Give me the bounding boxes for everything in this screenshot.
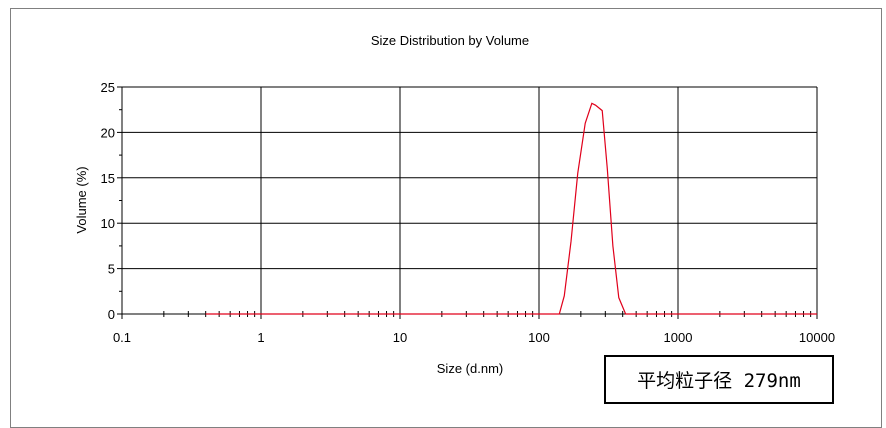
y-tick-label-2: 10 — [101, 216, 115, 231]
x-tick-label-3: 100 — [528, 330, 550, 345]
x-tick-label-1: 1 — [257, 330, 264, 345]
chart-title: Size Distribution by Volume — [371, 33, 529, 48]
x-axis-label: Size (d.nm) — [437, 361, 503, 376]
x-tick-label-0: 0.1 — [113, 330, 131, 345]
x-tick-label-2: 10 — [393, 330, 407, 345]
y-tick-label-1: 5 — [108, 262, 115, 277]
y-tick-label-0: 0 — [108, 307, 115, 322]
y-axis-label: Volume (%) — [74, 166, 89, 233]
x-tick-label-4: 1000 — [664, 330, 693, 345]
mean-particle-size-annotation: 平均粒子径 279nm — [604, 355, 834, 404]
y-tick-label-4: 20 — [101, 125, 115, 140]
chart: Size Distribution by Volume Size (d.nm) … — [74, 33, 835, 376]
y-tick-label-3: 15 — [101, 171, 115, 186]
annotation-text: 平均粒子径 279nm — [637, 370, 801, 392]
x-tick-label-5: 10000 — [799, 330, 835, 345]
y-tick-label-5: 25 — [101, 80, 115, 95]
series-line-0 — [205, 102, 817, 315]
